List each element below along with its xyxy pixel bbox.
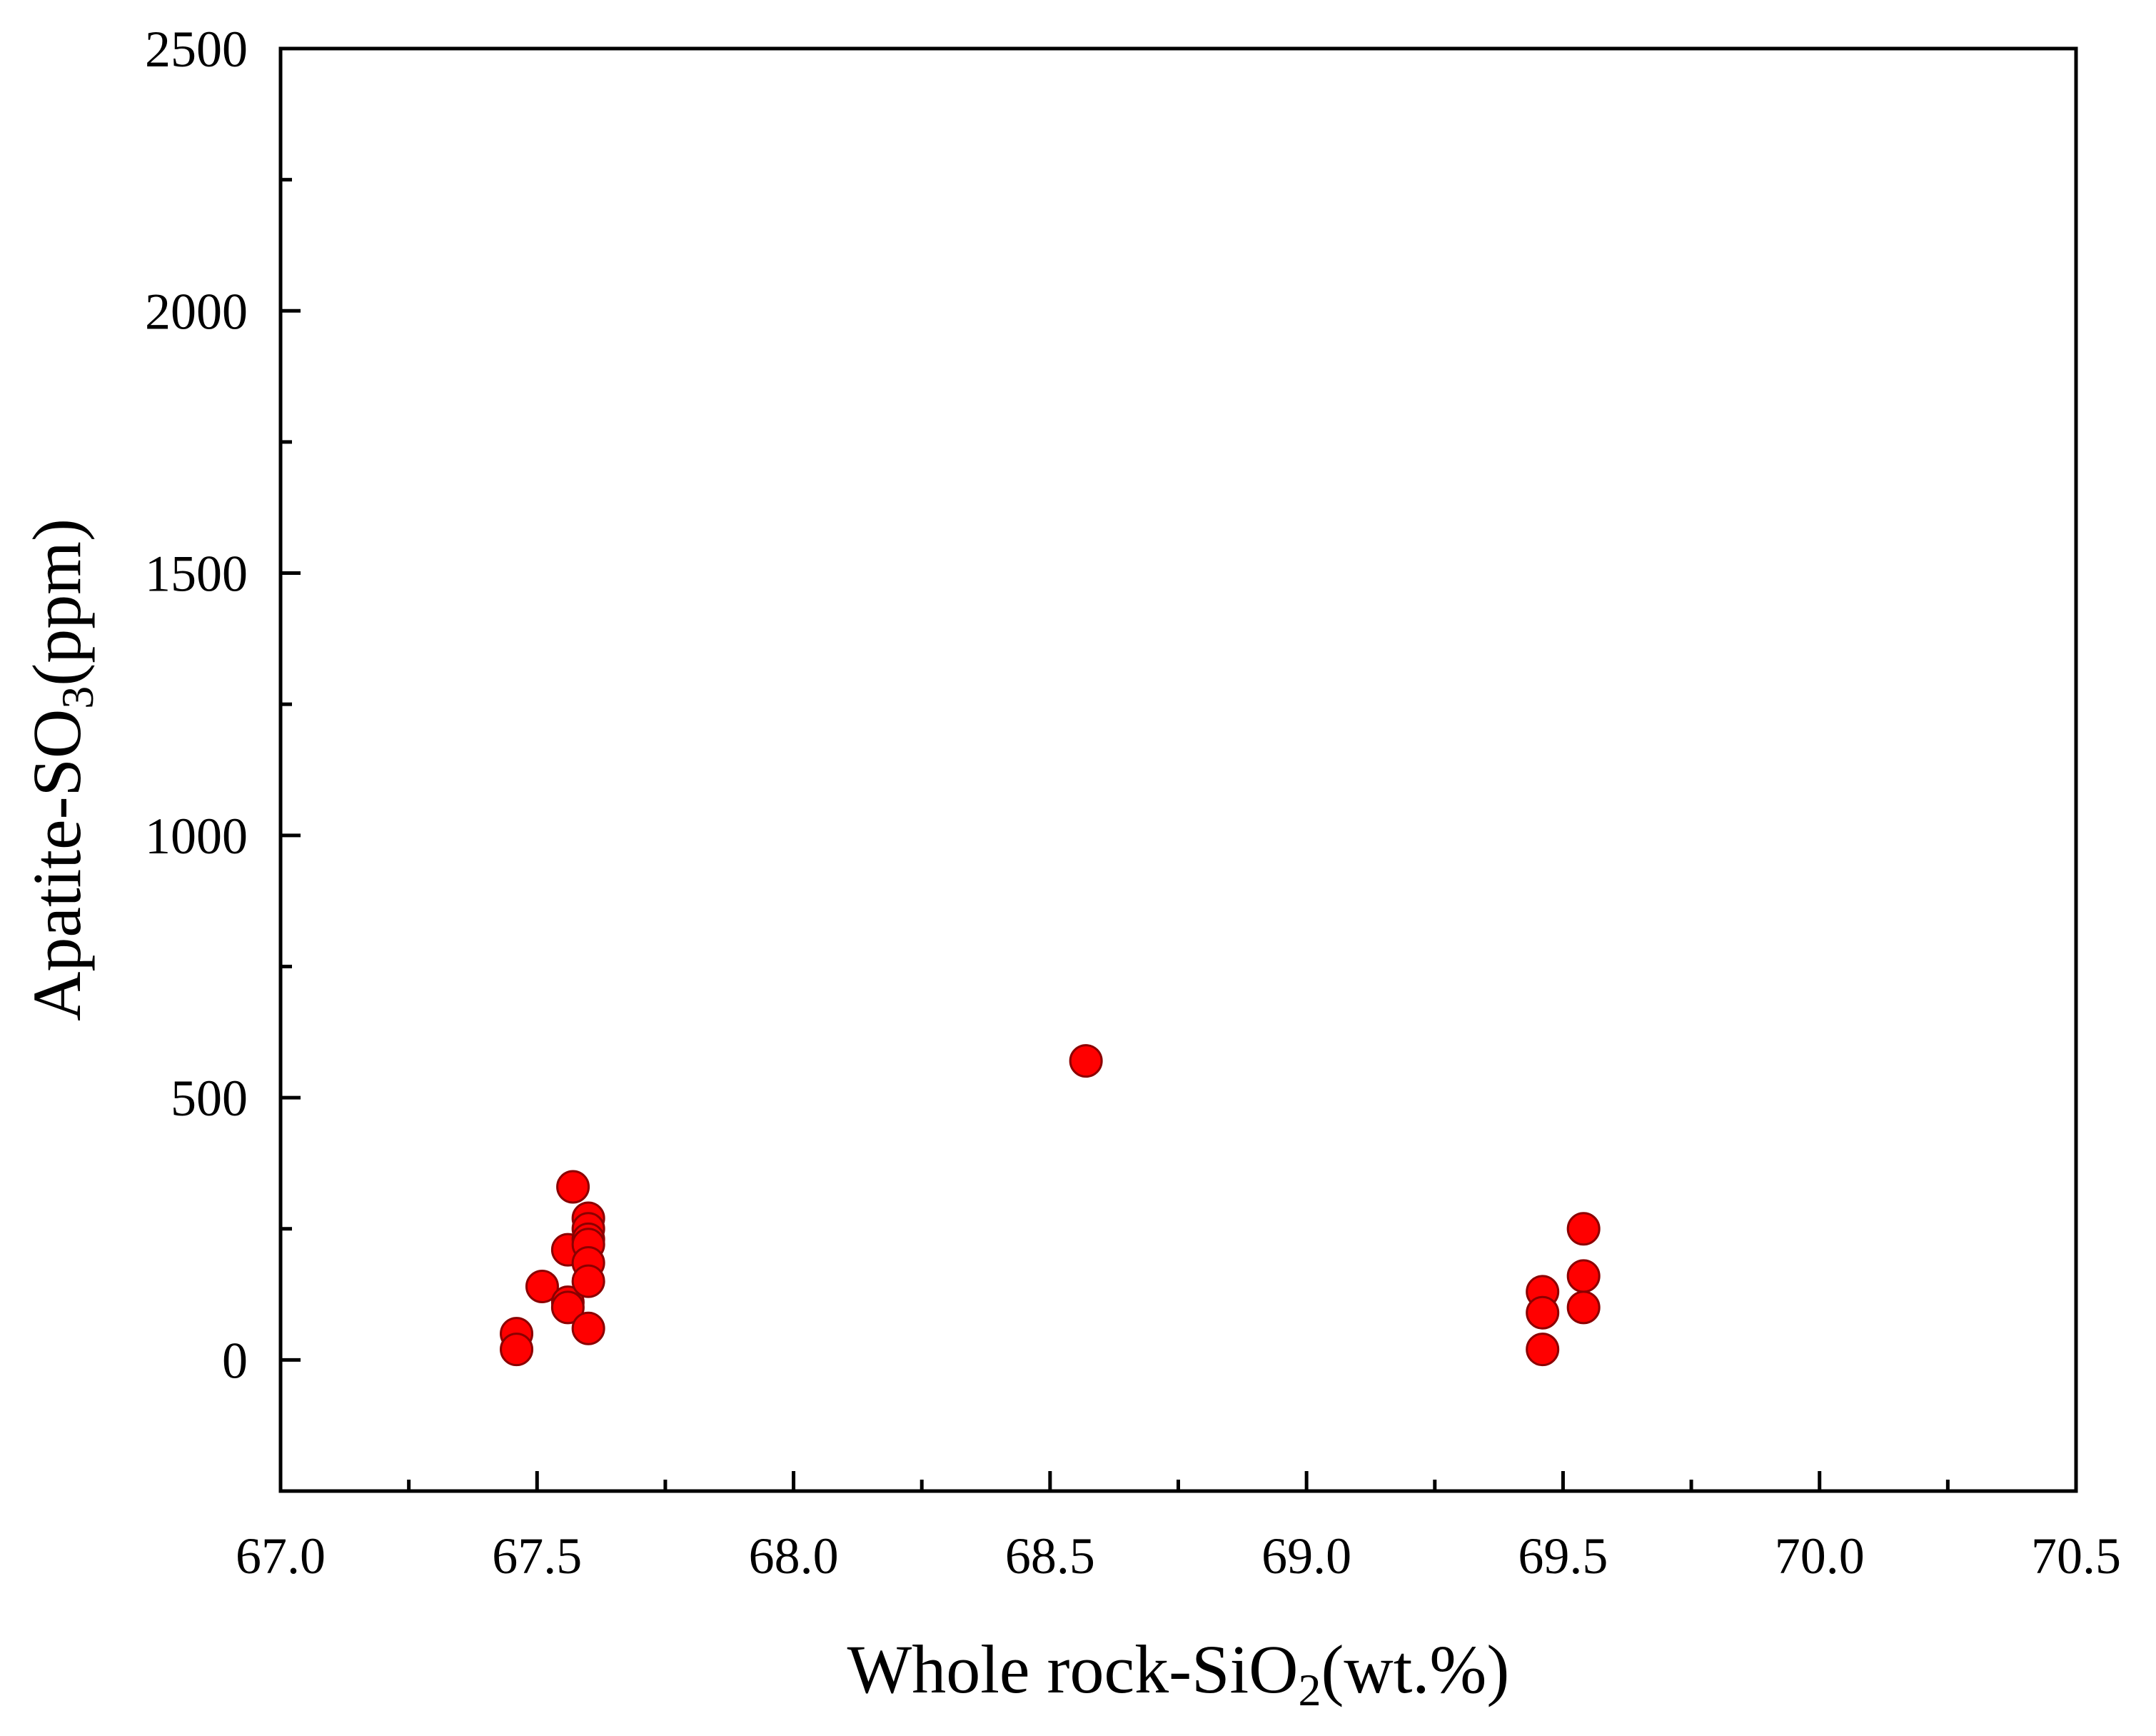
x-tick-label: 69.5 xyxy=(1518,1527,1608,1585)
data-point xyxy=(571,1311,605,1345)
data-points xyxy=(500,1044,1601,1367)
y-tick-label: 1000 xyxy=(145,808,248,865)
x-tick-label: 67.5 xyxy=(492,1527,582,1585)
data-point xyxy=(1069,1044,1103,1078)
y-tick-label: 0 xyxy=(222,1332,248,1389)
data-point xyxy=(556,1170,590,1204)
x-tick-label: 69.0 xyxy=(1261,1527,1351,1585)
x-axis-tick-labels: 67.0 67.5 68.0 68.5 69.0 69.5 70.0 70.5 xyxy=(236,1527,2121,1585)
data-point xyxy=(1526,1295,1560,1330)
data-point xyxy=(525,1270,559,1304)
x-axis-title-subscript: 2 xyxy=(1298,1665,1321,1715)
y-tick-label: 500 xyxy=(171,1070,248,1127)
y-tick-label: 2000 xyxy=(145,283,248,340)
x-axis-title-main: Whole rock-SiO xyxy=(847,1631,1299,1707)
data-point xyxy=(1566,1259,1601,1293)
x-tick-label: 68.5 xyxy=(1005,1527,1095,1585)
data-point xyxy=(500,1333,534,1367)
x-axis-title: Whole rock-SiO2(wt.%) xyxy=(847,1631,1510,1715)
y-axis-title-subscript: 3 xyxy=(52,686,103,709)
data-point xyxy=(1566,1290,1601,1325)
x-tick-label: 68.0 xyxy=(749,1527,839,1585)
x-tick-label: 70.5 xyxy=(2031,1527,2121,1585)
plot-area: 67.0 67.5 68.0 68.5 69.0 69.5 70.0 70.5 0 500 100… xyxy=(145,21,2121,1585)
y-tick-label: 2500 xyxy=(145,21,248,78)
data-point xyxy=(571,1264,605,1298)
data-point xyxy=(550,1290,585,1325)
y-tick-label: 1500 xyxy=(145,546,248,603)
y-axis-title-main: Apatite-SO xyxy=(19,709,95,1021)
y-axis-tick-labels: 0 500 1000 1500 2000 2500 xyxy=(145,21,248,1389)
x-axis-title-after: (wt.%) xyxy=(1321,1631,1509,1707)
data-point xyxy=(1566,1212,1601,1246)
x-tick-label: 70.0 xyxy=(1775,1527,1865,1585)
y-axis-ticks xyxy=(281,46,301,1362)
x-tick-label: 67.0 xyxy=(236,1527,326,1585)
x-axis-ticks xyxy=(278,1471,2078,1491)
data-point xyxy=(1526,1333,1560,1367)
y-axis-title: Apatite-SO3(ppm) xyxy=(19,518,103,1021)
y-axis-title-after: (ppm) xyxy=(19,518,95,686)
